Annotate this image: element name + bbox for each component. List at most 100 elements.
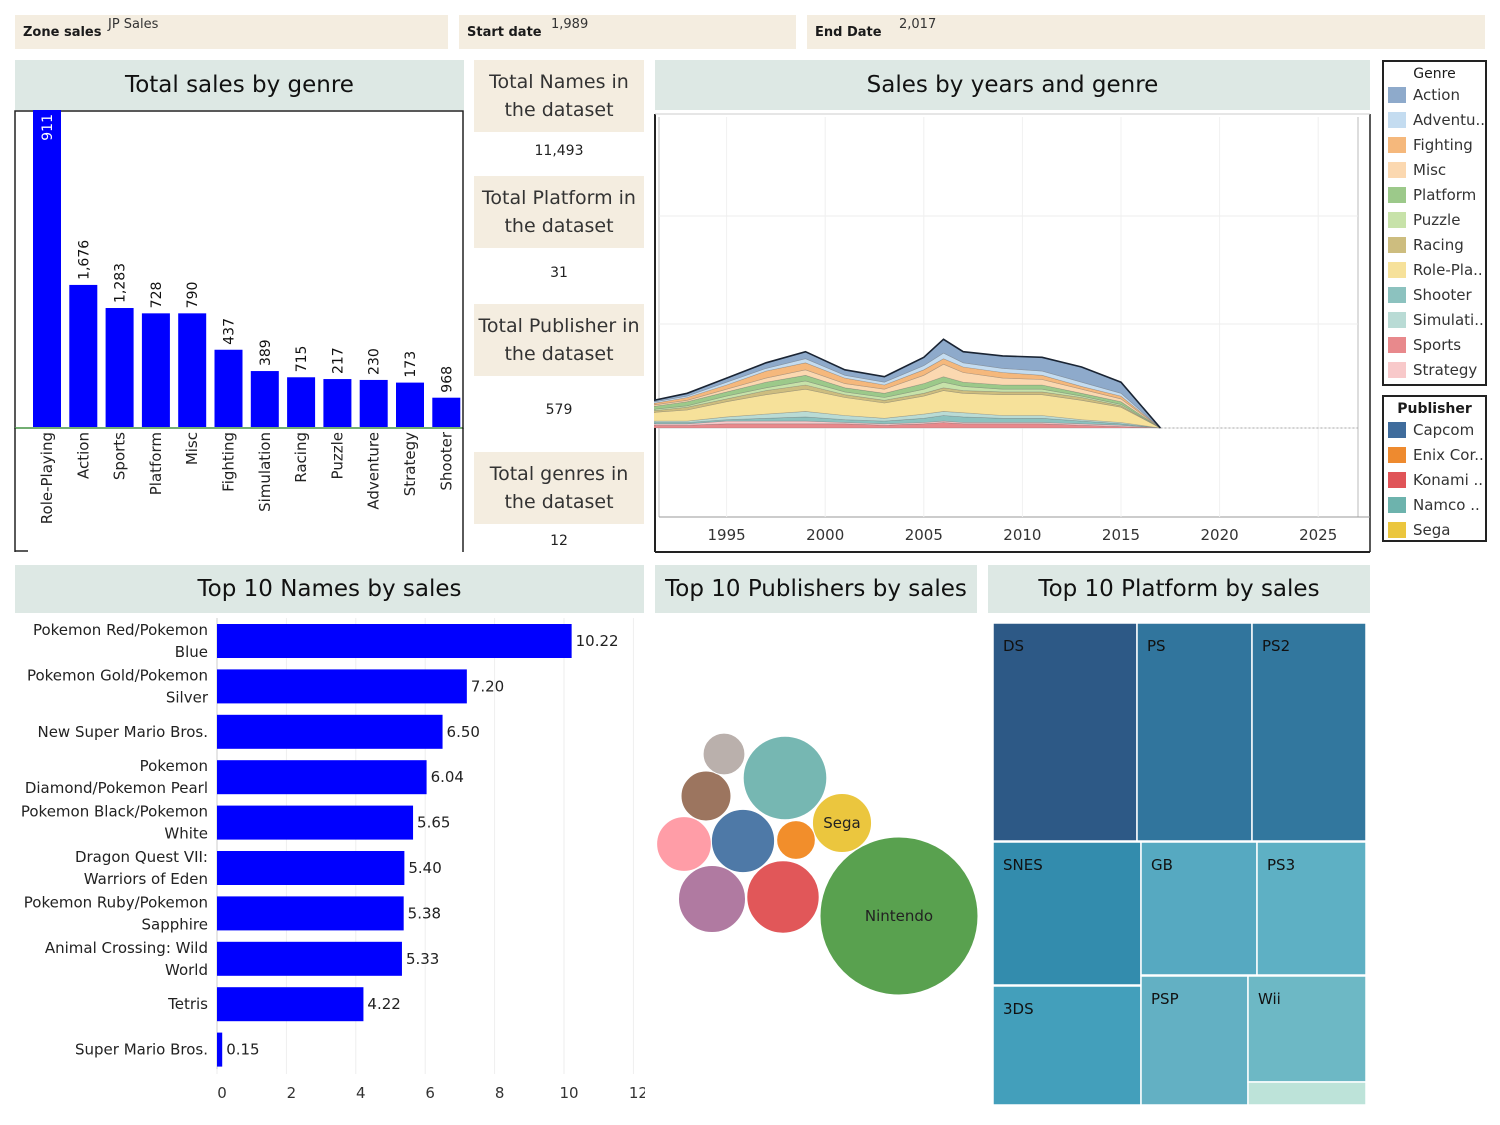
- filter-zone-sales[interactable]: Zone sales JP Sales: [15, 15, 448, 49]
- platform-cell[interactable]: [992, 841, 1142, 986]
- genre-bar[interactable]: [432, 397, 461, 427]
- publisher-bubble[interactable]: [819, 836, 979, 996]
- names-bar[interactable]: [217, 805, 414, 840]
- genre-legend-item[interactable]: Strategy: [1384, 357, 1485, 382]
- kpi-names-title: Total Names in the dataset: [474, 60, 644, 132]
- platform-cell[interactable]: [1247, 1081, 1367, 1106]
- publisher-bubble[interactable]: [710, 808, 776, 874]
- names-bar[interactable]: [217, 1032, 223, 1067]
- area-series-misc[interactable]: [654, 363, 1161, 429]
- publisher-bubble[interactable]: [776, 820, 816, 860]
- platform-cell[interactable]: [1136, 622, 1253, 842]
- genre-bar[interactable]: [33, 110, 61, 427]
- publisher-legend-item[interactable]: Sega: [1384, 517, 1485, 540]
- names-bar[interactable]: [217, 760, 427, 795]
- names-x-tick-label: 10: [559, 1084, 578, 1102]
- platform-cell[interactable]: [992, 985, 1142, 1106]
- publisher-bubble[interactable]: [742, 735, 828, 821]
- platform-cell[interactable]: [1140, 841, 1258, 976]
- area-series-simulation[interactable]: [654, 411, 1161, 429]
- genre-legend-item[interactable]: Action: [1384, 82, 1485, 107]
- names-bar[interactable]: [217, 669, 467, 704]
- publisher-bubble[interactable]: [746, 860, 820, 934]
- genre-bar[interactable]: [287, 377, 316, 427]
- genre-legend-item[interactable]: Sports: [1384, 332, 1485, 357]
- area-series-shooter[interactable]: [654, 415, 1161, 429]
- names-bar[interactable]: [217, 941, 402, 976]
- legend-label: Racing: [1413, 235, 1464, 254]
- filter-end-date[interactable]: End Date 2,017: [807, 15, 1485, 49]
- legend-label: Puzzle: [1413, 210, 1461, 229]
- genre-legend-item[interactable]: Fighting: [1384, 132, 1485, 157]
- publisher-legend-item[interactable]: Namco ..: [1384, 492, 1485, 517]
- names-bar[interactable]: [217, 714, 443, 749]
- filter-start-date[interactable]: Start date 1,989: [459, 15, 796, 49]
- publisher-legend-item[interactable]: Konami ..: [1384, 467, 1485, 492]
- genre-tick-label: Strategy: [401, 432, 419, 496]
- platform-cell[interactable]: [1251, 622, 1367, 842]
- genre-bar-label: 1,676: [76, 240, 92, 280]
- area-series-platform[interactable]: [654, 374, 1161, 429]
- area-series-strategy[interactable]: [654, 420, 1161, 429]
- legend-label: Namco ..: [1413, 495, 1480, 514]
- genre-bar-label: 911: [40, 114, 56, 141]
- area-x-tick-label: 2010: [1003, 526, 1041, 544]
- genre-bar[interactable]: [250, 371, 279, 427]
- kpi-platform-title: Total Platform in the dataset: [474, 176, 644, 248]
- platform-cell[interactable]: [1256, 841, 1367, 976]
- genre-bar[interactable]: [359, 379, 388, 427]
- publisher-bubble[interactable]: [680, 770, 732, 822]
- genre-legend-item[interactable]: Shooter: [1384, 282, 1485, 307]
- publisher-legend-item[interactable]: Capcom: [1384, 417, 1485, 442]
- genre-bar[interactable]: [178, 313, 207, 427]
- platform-cell-label: PS: [1147, 637, 1166, 655]
- genre-legend-item[interactable]: Role-Pla..: [1384, 257, 1485, 282]
- legend-swatch: [1388, 446, 1406, 463]
- genre-bar-label: 389: [258, 339, 274, 366]
- genre-legend-item[interactable]: Adventu..: [1384, 107, 1485, 132]
- names-x-tick-label: 0: [217, 1084, 227, 1102]
- genre-bar-label: 968: [439, 366, 455, 393]
- genre-bar[interactable]: [323, 379, 352, 427]
- genre-bar[interactable]: [69, 284, 98, 427]
- genre-legend-item[interactable]: Simulati..: [1384, 307, 1485, 332]
- genre-bar[interactable]: [105, 308, 134, 427]
- genre-bar-label: 173: [403, 351, 419, 378]
- genre-bar-label: 715: [294, 346, 310, 373]
- kpi-platform-value: 31: [550, 265, 568, 281]
- publisher-legend-item[interactable]: Enix Cor..: [1384, 442, 1485, 467]
- platform-cell[interactable]: [1140, 975, 1249, 1106]
- platform-cell-label: PS3: [1267, 856, 1295, 874]
- publisher-bubble[interactable]: [656, 816, 712, 872]
- names-bar[interactable]: [217, 624, 572, 658]
- filter-value: JP Sales: [108, 17, 159, 32]
- platform-cell[interactable]: [1247, 975, 1367, 1083]
- publisher-bubble[interactable]: [677, 864, 747, 934]
- names-bar[interactable]: [217, 987, 364, 1022]
- names-bar[interactable]: [217, 896, 404, 931]
- kpi-publisher-title: Total Publisher in the dataset: [474, 304, 644, 376]
- legend-label: Shooter: [1413, 285, 1472, 304]
- genre-legend-item[interactable]: Puzzle: [1384, 207, 1485, 232]
- genre-bar[interactable]: [214, 349, 243, 427]
- area-series-puzzle[interactable]: [654, 380, 1161, 429]
- platform-cell[interactable]: [992, 622, 1138, 842]
- names-bar[interactable]: [217, 851, 405, 885]
- genre-bar[interactable]: [141, 313, 170, 427]
- legend-swatch: [1388, 186, 1406, 203]
- genre-tick-label: Role-Playing: [38, 432, 56, 524]
- genre-legend-item[interactable]: Racing: [1384, 232, 1485, 257]
- legend-swatch: [1388, 471, 1406, 488]
- genre-legend-item[interactable]: Misc: [1384, 157, 1485, 182]
- genre-legend-item[interactable]: Platform: [1384, 182, 1485, 207]
- legend-swatch: [1388, 361, 1406, 378]
- area-series-fighting[interactable]: [654, 358, 1161, 429]
- platform-treemap: DS PS PS2 SNES GB PS3 3DS PSP Wii: [992, 622, 1367, 1106]
- names-x-tick-label: 6: [425, 1084, 435, 1102]
- platforms-chart-title: Top 10 Platform by sales: [988, 565, 1370, 613]
- publisher-bubble[interactable]: [702, 732, 746, 776]
- names-x-tick-label: 2: [287, 1084, 297, 1102]
- genre-bar[interactable]: [396, 382, 424, 427]
- names-bar-label: 4.22: [367, 995, 400, 1013]
- publisher-bubble[interactable]: [811, 792, 873, 854]
